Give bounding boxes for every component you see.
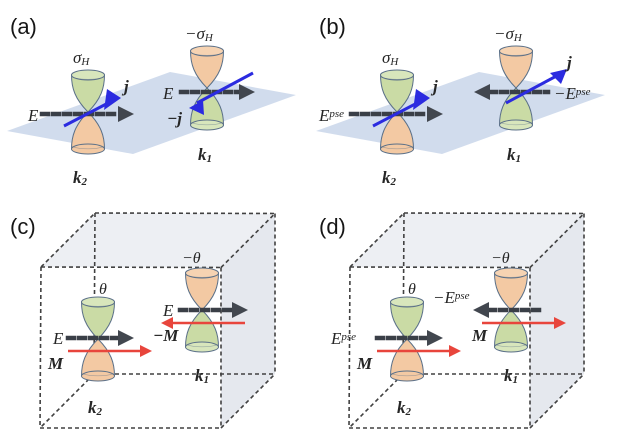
svg-text:k2: k2: [382, 168, 397, 188]
svg-text:−j: −j: [167, 109, 182, 128]
svg-text:k1: k1: [507, 145, 521, 165]
svg-text:M: M: [47, 354, 64, 373]
svg-text:(c): (c): [10, 214, 36, 239]
svg-text:(d): (d): [319, 214, 346, 239]
svg-text:−σH: −σH: [494, 24, 523, 44]
svg-text:σH: σH: [382, 48, 399, 68]
svg-text:−θ: −θ: [182, 250, 201, 267]
svg-text:k1: k1: [504, 366, 518, 386]
svg-text:θ: θ: [99, 281, 107, 298]
svg-text:(b): (b): [319, 14, 346, 39]
svg-text:k2: k2: [88, 398, 103, 418]
svg-text:k1: k1: [195, 366, 209, 386]
svg-text:σH: σH: [73, 48, 90, 68]
svg-text:k1: k1: [198, 145, 212, 165]
svg-text:−σH: −σH: [185, 24, 214, 44]
svg-text:−Epse: −Epse: [433, 288, 470, 307]
svg-text:k2: k2: [397, 398, 412, 418]
svg-text:Epse: Epse: [330, 329, 356, 348]
svg-text:Epse: Epse: [318, 106, 344, 125]
svg-text:E: E: [52, 329, 64, 348]
svg-text:E: E: [27, 106, 39, 125]
svg-text:θ: θ: [408, 281, 416, 298]
svg-text:j: j: [564, 53, 572, 72]
svg-text:M: M: [471, 326, 488, 345]
svg-text:−θ: −θ: [491, 250, 510, 267]
svg-text:(a): (a): [10, 14, 37, 39]
svg-text:E: E: [162, 84, 174, 103]
svg-text:k2: k2: [73, 168, 88, 188]
svg-text:−M: −M: [153, 326, 179, 345]
svg-text:E: E: [162, 301, 174, 320]
svg-text:M: M: [356, 354, 373, 373]
